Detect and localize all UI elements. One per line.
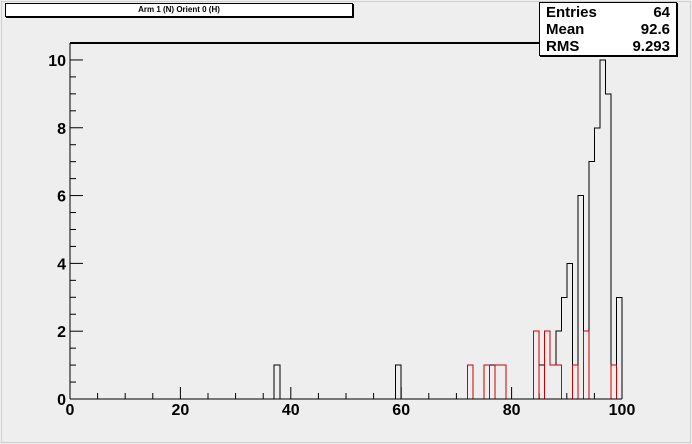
stats-rms-value: 9.293 xyxy=(632,38,670,55)
x-tick-label: 60 xyxy=(392,402,410,419)
plot-title: Arm 1 (N) Orient 0 (H) xyxy=(138,5,220,14)
y-tick-label: 4 xyxy=(57,256,66,273)
stats-mean-row: Mean 92.6 xyxy=(546,21,670,38)
y-tick-label: 0 xyxy=(57,392,66,409)
stats-box: Entries 64 Mean 92.6 RMS 9.293 xyxy=(539,2,677,56)
x-tick-label: 40 xyxy=(282,402,300,419)
y-tick-label: 6 xyxy=(57,189,66,206)
x-tick-label: 20 xyxy=(172,402,190,419)
y-tick-label: 2 xyxy=(57,324,66,341)
stats-rms-row: RMS 9.293 xyxy=(546,38,670,55)
stats-mean-label: Mean xyxy=(546,21,585,38)
y-tick-label: 8 xyxy=(57,121,66,138)
axes-group xyxy=(69,42,622,400)
series-group xyxy=(70,59,623,400)
title-box: Arm 1 (N) Orient 0 (H) xyxy=(5,3,353,17)
histogram-series-1 xyxy=(70,330,622,400)
stats-rms-label: RMS xyxy=(546,38,580,55)
stats-entries-label: Entries xyxy=(546,4,597,21)
x-tick-label: 80 xyxy=(503,402,521,419)
y-tick-label: 10 xyxy=(48,53,66,70)
stats-entries-row: Entries 64 xyxy=(546,4,670,21)
x-tick-label: 0 xyxy=(66,402,75,419)
tick-labels: 0 20 40 60 80 100 0 2 4 6 8 10 xyxy=(48,53,635,419)
stats-mean-value: 92.6 xyxy=(640,21,670,38)
y-axis-ticks xyxy=(70,42,83,400)
stats-entries-value: 64 xyxy=(653,4,670,21)
histogram-series-0 xyxy=(70,59,623,400)
x-tick-label: 100 xyxy=(609,402,636,419)
